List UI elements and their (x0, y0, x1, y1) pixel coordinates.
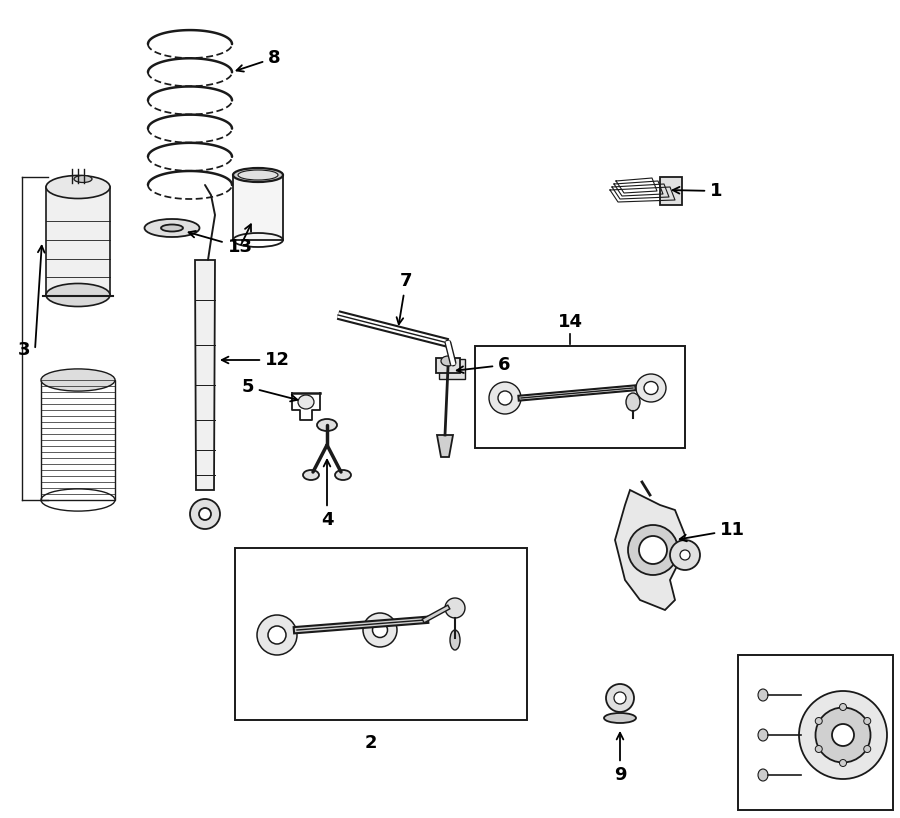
Ellipse shape (644, 381, 658, 394)
Ellipse shape (758, 769, 768, 781)
Ellipse shape (335, 470, 351, 480)
Ellipse shape (441, 356, 455, 366)
Ellipse shape (317, 419, 337, 431)
Ellipse shape (445, 598, 465, 618)
Ellipse shape (46, 176, 110, 199)
Bar (46, 187, 110, 295)
Bar (660, 177, 682, 205)
Ellipse shape (74, 176, 92, 182)
Ellipse shape (799, 691, 887, 779)
Text: 9: 9 (614, 733, 626, 784)
Ellipse shape (373, 622, 388, 637)
Ellipse shape (758, 729, 768, 741)
Ellipse shape (298, 395, 314, 409)
Ellipse shape (815, 745, 823, 753)
Ellipse shape (626, 393, 640, 411)
Text: 11: 11 (680, 521, 745, 542)
Text: 5: 5 (241, 378, 297, 402)
Ellipse shape (238, 170, 278, 180)
Ellipse shape (145, 219, 200, 237)
Ellipse shape (628, 525, 678, 575)
Ellipse shape (604, 713, 636, 723)
Ellipse shape (758, 689, 768, 701)
Ellipse shape (840, 703, 847, 711)
Text: 14: 14 (557, 313, 582, 331)
Ellipse shape (41, 369, 115, 391)
Ellipse shape (864, 717, 870, 725)
Ellipse shape (614, 692, 626, 704)
Ellipse shape (815, 708, 870, 762)
Ellipse shape (840, 759, 847, 766)
Ellipse shape (489, 382, 521, 414)
Ellipse shape (450, 630, 460, 650)
Text: 2: 2 (364, 734, 377, 752)
Text: 8: 8 (237, 49, 281, 71)
Ellipse shape (606, 684, 634, 712)
Text: 7: 7 (397, 272, 412, 324)
Ellipse shape (161, 224, 183, 231)
Ellipse shape (46, 284, 110, 307)
Ellipse shape (363, 613, 397, 647)
Bar (475, 346, 685, 448)
Ellipse shape (639, 536, 667, 564)
Text: 6: 6 (457, 356, 510, 374)
Text: 1: 1 (673, 182, 723, 200)
Ellipse shape (268, 626, 286, 644)
Text: 12: 12 (221, 351, 290, 369)
Polygon shape (195, 260, 215, 490)
Bar (233, 175, 283, 240)
Ellipse shape (832, 724, 854, 746)
Polygon shape (615, 490, 685, 610)
Ellipse shape (680, 550, 690, 560)
Text: 13: 13 (189, 231, 253, 256)
Ellipse shape (257, 615, 297, 655)
Ellipse shape (498, 391, 512, 405)
Ellipse shape (815, 717, 823, 725)
Bar (436, 358, 460, 373)
Bar (41, 380, 115, 500)
Ellipse shape (303, 470, 319, 480)
Ellipse shape (670, 540, 700, 570)
Bar (235, 548, 527, 720)
Bar (439, 359, 465, 379)
Ellipse shape (636, 374, 666, 402)
Polygon shape (437, 435, 453, 457)
Ellipse shape (864, 745, 870, 753)
Text: 4: 4 (320, 460, 333, 529)
Bar (738, 655, 893, 810)
Ellipse shape (233, 168, 283, 182)
Ellipse shape (190, 499, 220, 529)
Ellipse shape (199, 508, 211, 520)
Text: 3: 3 (18, 341, 31, 359)
